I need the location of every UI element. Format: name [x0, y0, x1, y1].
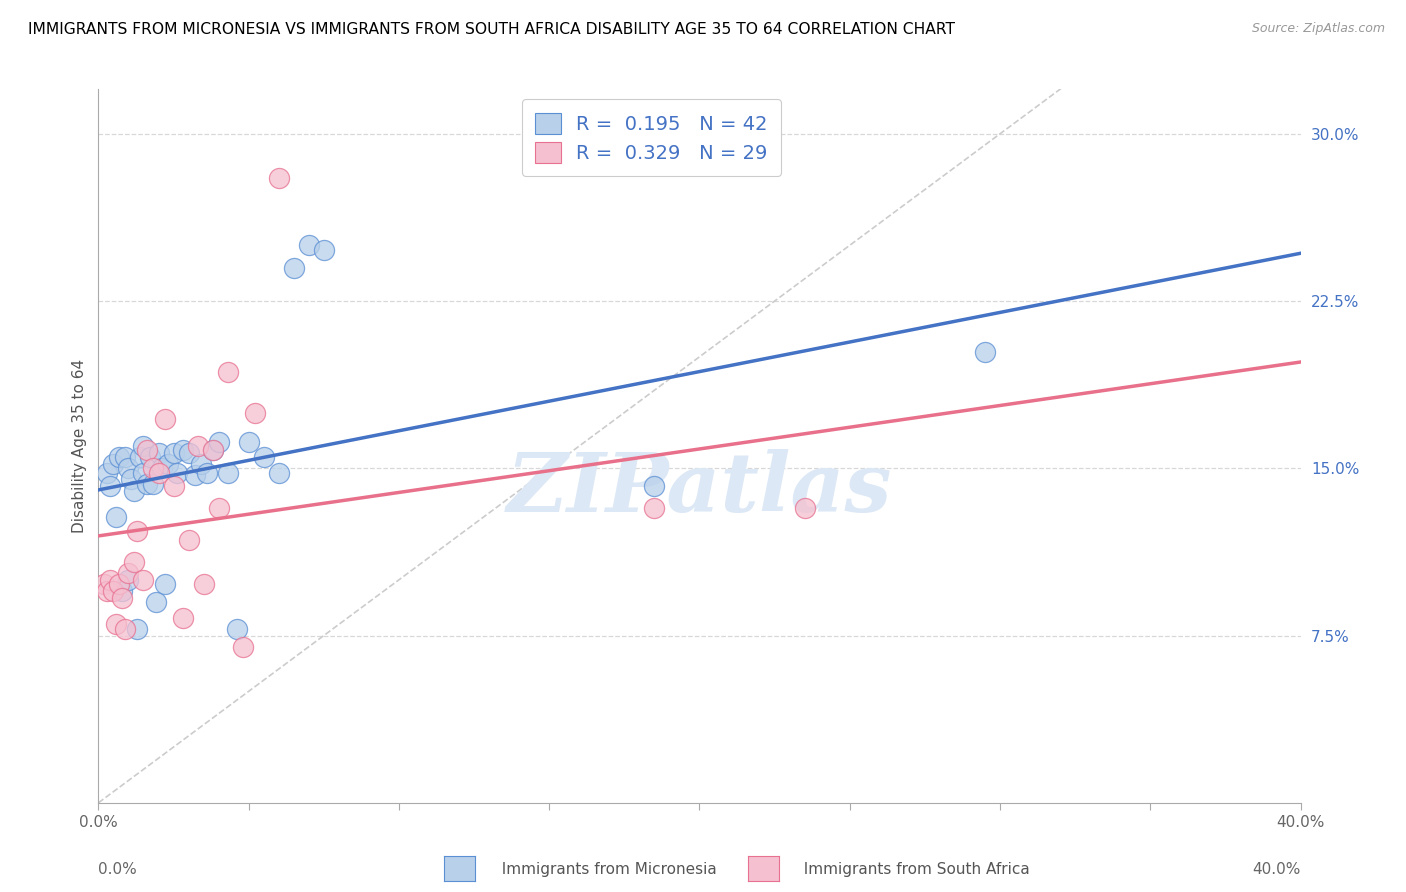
Point: [195, 466, 218, 480]
Point: [148, 466, 170, 480]
Text: Immigrants from Micronesia: Immigrants from Micronesia: [492, 863, 717, 877]
Point: [267, 466, 290, 480]
Point: [177, 446, 200, 460]
Point: [117, 461, 139, 475]
Point: [105, 510, 128, 524]
Point: [177, 533, 200, 547]
Point: [132, 573, 155, 587]
Point: [127, 622, 149, 636]
Point: [111, 591, 134, 605]
Point: [138, 450, 160, 465]
Point: [190, 457, 212, 471]
Point: [201, 443, 224, 458]
Point: [217, 366, 239, 380]
Point: [298, 238, 321, 252]
Point: [93, 577, 115, 591]
Point: [103, 583, 125, 598]
Point: [105, 617, 128, 632]
Point: [111, 583, 134, 598]
Point: [124, 555, 146, 569]
Point: [108, 577, 131, 591]
Point: [103, 457, 125, 471]
Point: [150, 461, 173, 475]
Point: [132, 439, 155, 453]
Point: [162, 446, 184, 460]
Point: [114, 450, 136, 465]
Text: Source: ZipAtlas.com: Source: ZipAtlas.com: [1251, 22, 1385, 36]
Point: [100, 573, 122, 587]
Point: [96, 466, 118, 480]
Point: [217, 466, 239, 480]
Point: [208, 434, 231, 449]
Point: [166, 466, 188, 480]
Point: [135, 476, 157, 491]
Point: [129, 450, 152, 465]
Point: [141, 461, 163, 475]
Point: [100, 479, 122, 493]
Point: [127, 524, 149, 538]
Point: [643, 479, 665, 493]
Point: [153, 412, 176, 426]
Point: [114, 622, 136, 636]
Point: [267, 171, 290, 186]
Point: [232, 640, 254, 654]
Point: [148, 446, 170, 460]
Point: [172, 443, 194, 458]
Point: [193, 577, 215, 591]
Point: [643, 501, 665, 516]
Point: [141, 476, 163, 491]
Text: ZIPatlas: ZIPatlas: [506, 449, 893, 529]
Point: [153, 577, 176, 591]
Text: Immigrants from South Africa: Immigrants from South Africa: [794, 863, 1031, 877]
Text: 40.0%: 40.0%: [1253, 863, 1301, 877]
Point: [208, 501, 231, 516]
Point: [225, 622, 247, 636]
Point: [201, 443, 224, 458]
Point: [156, 457, 179, 471]
Point: [117, 573, 139, 587]
Point: [183, 467, 205, 482]
Point: [253, 450, 276, 465]
Point: [172, 610, 194, 624]
Point: [283, 260, 305, 275]
Point: [96, 583, 118, 598]
Point: [793, 501, 815, 516]
Y-axis label: Disability Age 35 to 64: Disability Age 35 to 64: [72, 359, 87, 533]
Point: [117, 566, 139, 581]
Point: [312, 243, 335, 257]
Text: 0.0%: 0.0%: [98, 863, 138, 877]
Text: IMMIGRANTS FROM MICRONESIA VS IMMIGRANTS FROM SOUTH AFRICA DISABILITY AGE 35 TO : IMMIGRANTS FROM MICRONESIA VS IMMIGRANTS…: [28, 22, 955, 37]
Point: [145, 595, 167, 609]
Point: [132, 466, 155, 480]
Point: [162, 479, 184, 493]
Point: [187, 439, 209, 453]
Legend: R =  0.195   N = 42, R =  0.329   N = 29: R = 0.195 N = 42, R = 0.329 N = 29: [522, 99, 782, 177]
Point: [108, 450, 131, 465]
Point: [974, 345, 997, 359]
Point: [243, 405, 266, 420]
Point: [135, 443, 157, 458]
Point: [238, 434, 260, 449]
Point: [121, 473, 143, 487]
Point: [124, 483, 146, 498]
